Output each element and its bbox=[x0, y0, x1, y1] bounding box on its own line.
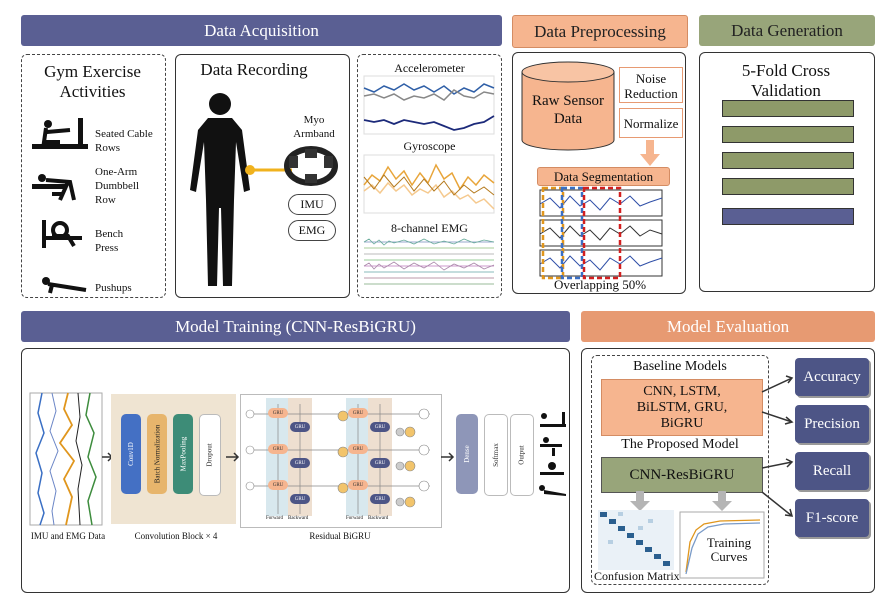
signal-label-gyroscope: Gyroscope bbox=[403, 139, 456, 153]
human-silhouette-icon bbox=[190, 93, 250, 286]
confusion-matrix-label: Confusion Matrix bbox=[594, 569, 680, 583]
forward-label-2: Forward bbox=[346, 516, 363, 521]
recording-title: Data Recording bbox=[200, 60, 308, 79]
bigru-to-head-arrow bbox=[441, 452, 455, 462]
accelerometer-signal bbox=[363, 75, 495, 135]
device-label: Myo Armband bbox=[293, 114, 335, 140]
baseline-models-box: CNN, LSTM, BiLSTM, GRU, BiGRU bbox=[601, 379, 763, 436]
header-model-evaluation: Model Evaluation bbox=[581, 311, 875, 342]
proposed-model-box: CNN-ResBiGRU bbox=[601, 457, 763, 493]
myo-armband-icon bbox=[284, 146, 338, 186]
bigru-caption: Residual BiGRU bbox=[309, 531, 371, 541]
signal-label-emg: 8-channel EMG bbox=[391, 221, 468, 235]
gru-cell-f3: GRU bbox=[268, 480, 288, 490]
gru-cell-f2: GRU bbox=[268, 444, 288, 454]
backward-label-1: Backward bbox=[288, 516, 309, 521]
confusion-matrix-icon bbox=[598, 510, 674, 570]
imu-pill: IMU bbox=[288, 194, 336, 215]
exercise-label-2: One-Arm Dumbbell Row bbox=[95, 166, 139, 206]
header-data-generation: Data Generation bbox=[699, 15, 875, 46]
noise-reduction-box: Noise Reduction bbox=[619, 67, 683, 103]
gru-cell-b1: GRU bbox=[290, 422, 310, 432]
conv-caption: Convolution Block × 4 bbox=[134, 531, 218, 541]
gru-cell-f1: GRU bbox=[268, 408, 288, 418]
precision-metric: Precision bbox=[795, 405, 869, 443]
emg-pill: EMG bbox=[288, 220, 336, 241]
accuracy-metric: Accuracy bbox=[795, 358, 869, 396]
cable-row-icon bbox=[32, 118, 88, 149]
header-data-acquisition: Data Acquisition bbox=[21, 15, 502, 46]
gru-cell-f4: GRU bbox=[348, 408, 368, 418]
recall-metric: Recall bbox=[795, 452, 869, 490]
exercises-title: Gym Exercise Activities bbox=[44, 62, 141, 101]
fold-bar-2 bbox=[722, 126, 854, 143]
raw-data-cylinder-icon bbox=[521, 61, 615, 151]
models-panel bbox=[591, 355, 769, 585]
softmax-layer: Softmax bbox=[484, 414, 508, 496]
backward-label-2: Backward bbox=[368, 516, 389, 521]
pushups-icon bbox=[42, 277, 87, 294]
output-activity-icons bbox=[539, 412, 566, 496]
dumbbell-row-icon bbox=[32, 174, 76, 201]
f1-score-metric: F1-score bbox=[795, 499, 869, 537]
exercise-label-1: Seated Cable Rows bbox=[95, 128, 153, 154]
header-data-preprocessing: Data Preprocessing bbox=[512, 15, 688, 48]
dropout-layer: Dropout bbox=[199, 414, 221, 496]
output-layer: Output bbox=[510, 414, 534, 496]
gru-cell-b5: GRU bbox=[370, 458, 390, 468]
preprocessing-down-arrow bbox=[640, 140, 660, 166]
fold-bar-1 bbox=[722, 100, 854, 117]
header-model-training: Model Training (CNN-ResBiGRU) bbox=[21, 311, 570, 342]
training-curves-icon bbox=[679, 511, 765, 579]
exercise-label-3: Bench Press bbox=[95, 228, 124, 254]
emg-signal bbox=[363, 238, 495, 285]
normalize-box: Normalize bbox=[619, 108, 683, 138]
fold-bar-4 bbox=[722, 178, 854, 195]
input-signals-icon bbox=[29, 392, 103, 526]
gru-cell-b3: GRU bbox=[290, 494, 310, 504]
segmentation-box: Data Segmentation bbox=[537, 167, 670, 186]
model-down-arrows bbox=[630, 491, 732, 511]
fold-bar-test bbox=[722, 208, 854, 225]
proposed-title: The Proposed Model bbox=[621, 437, 739, 452]
gru-cell-f5: GRU bbox=[348, 444, 368, 454]
baseline-title: Baseline Models bbox=[633, 359, 727, 374]
raw-sensor-label: Raw Sensor Data bbox=[531, 93, 605, 127]
dense-layer: Dense bbox=[456, 414, 478, 494]
metric-arrows bbox=[761, 375, 794, 517]
overlap-label: Overlapping 50% bbox=[553, 277, 647, 292]
conv-to-bigru-arrow bbox=[226, 452, 240, 462]
conv1d-layer: Conv1D bbox=[121, 414, 141, 494]
segmentation-windows bbox=[539, 186, 663, 280]
gru-cell-f6: GRU bbox=[348, 480, 368, 490]
recording-panel bbox=[175, 54, 350, 298]
gru-cell-b6: GRU bbox=[370, 494, 390, 504]
exercise-label-4: Pushups bbox=[95, 282, 132, 294]
cross-validation-label: 5-Fold Cross Validation bbox=[741, 61, 831, 100]
bench-press-icon bbox=[42, 220, 82, 248]
generation-panel bbox=[699, 52, 875, 292]
signals-panel bbox=[357, 54, 502, 298]
training-curves-label: Training Curves bbox=[706, 535, 752, 564]
gyroscope-signal bbox=[363, 154, 495, 214]
signal-label-accelerometer: Accelerometer bbox=[394, 61, 465, 75]
gru-cell-b4: GRU bbox=[370, 422, 390, 432]
gru-cell-b2: GRU bbox=[290, 458, 310, 468]
input-caption: IMU and EMG Data bbox=[30, 531, 106, 541]
batchnorm-layer: Batch Normalization bbox=[147, 414, 167, 494]
exercise-panel bbox=[21, 54, 166, 298]
maxpool-layer: MaxPooling bbox=[173, 414, 193, 494]
forward-label-1: Forward bbox=[266, 516, 283, 521]
fold-bar-3 bbox=[722, 152, 854, 169]
